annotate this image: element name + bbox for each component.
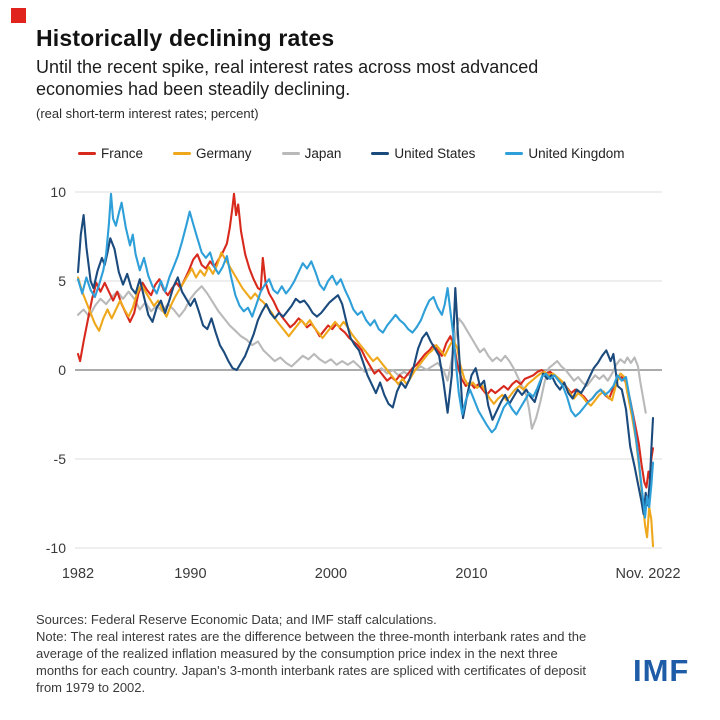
x-axis-tick-label: 1990 [174, 566, 206, 582]
chart-subtitle: Until the recent spike, real interest ra… [36, 57, 539, 99]
chart-title: Historically declining rates [36, 25, 335, 51]
chart-units-label: (real short-term interest rates; percent… [36, 106, 259, 121]
x-axis-tick-label: 2010 [455, 566, 487, 582]
series-line-united-states [76, 214, 655, 516]
y-axis-tick-label: 5 [58, 273, 66, 289]
footer-notes: Sources: Federal Reserve Economic Data; … [36, 612, 596, 696]
y-axis-tick-label: 10 [50, 184, 66, 200]
legend-label: United States [394, 146, 476, 161]
legend-item-united-states: United States [371, 146, 475, 161]
x-axis-tick-label: 2000 [315, 566, 347, 582]
x-axis-tick-label: Nov. 2022 [615, 566, 680, 582]
brand-red-square [11, 8, 26, 23]
note-text: Note: The real interest rates are the di… [36, 628, 587, 695]
legend-item-united-kingdom: United Kingdom [505, 146, 624, 161]
y-axis-tick-label: -10 [46, 540, 66, 556]
legend-item-germany: Germany [173, 146, 252, 161]
legend-label: Germany [196, 146, 252, 161]
series-line-united-kingdom [76, 192, 655, 519]
legend-swatch-united-kingdom [505, 152, 524, 155]
legend-swatch-germany [173, 152, 192, 155]
legend-swatch-france [78, 152, 96, 155]
legend-item-france: France [78, 146, 143, 161]
line-chart: 10 5 0 -5 -10 1982 1990 2000 2010 Nov. 2022 [46, 184, 681, 582]
series-line-japan [76, 285, 647, 430]
imf-logo: IMF [633, 653, 690, 688]
series-line-france [76, 192, 655, 489]
y-axis-tick-label: -5 [54, 451, 67, 467]
chart-legend: France Germany Japan United States United Ki… [78, 146, 624, 161]
legend-item-japan: Japan [281, 146, 342, 161]
legend-label: United Kingdom [528, 146, 625, 161]
legend-swatch-united-states [371, 152, 390, 155]
x-axis-tick-label: 1982 [62, 566, 94, 582]
sources-text: Sources: Federal Reserve Economic Data; … [36, 612, 437, 627]
legend-label: Japan [304, 146, 342, 161]
y-axis-tick-label: 0 [58, 362, 66, 378]
legend-label: France [101, 146, 144, 161]
legend-swatch-japan [281, 152, 300, 155]
